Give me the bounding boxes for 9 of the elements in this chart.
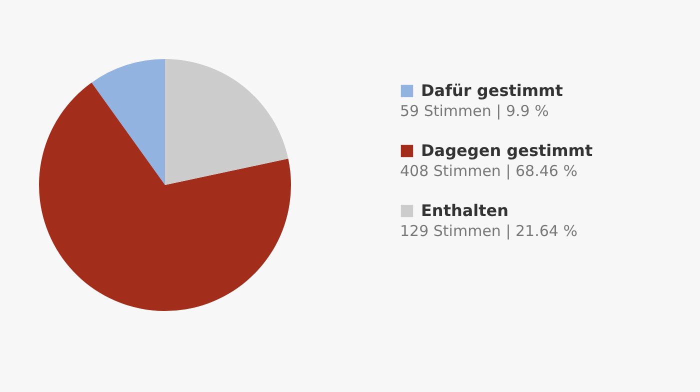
data-label: 129 Stimmen | 21.64 % bbox=[400, 222, 578, 240]
pie-slice bbox=[39, 82, 291, 311]
legend-label: Dagegen gestimmt bbox=[421, 141, 593, 160]
legend-label: Dafür gestimmt bbox=[421, 81, 564, 100]
data-label: 408 Stimmen | 68.46 % bbox=[400, 162, 578, 180]
pie-slice bbox=[92, 59, 165, 185]
data-label: 59 Stimmen | 9.9 % bbox=[400, 102, 549, 120]
pie-slice bbox=[165, 59, 288, 185]
legend-label: Enthalten bbox=[421, 201, 509, 220]
